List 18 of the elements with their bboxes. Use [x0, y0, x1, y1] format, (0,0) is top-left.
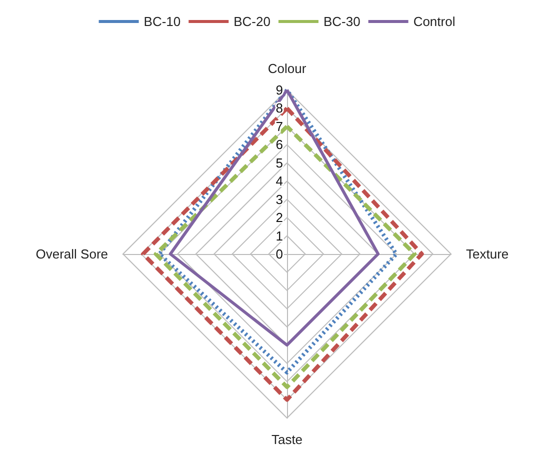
spoke-label: Taste — [271, 432, 303, 447]
y-tick-label: 5 — [276, 155, 283, 170]
y-tick-label: 8 — [276, 100, 283, 116]
y-tick-label: 2 — [276, 210, 283, 226]
y-tick-label: 1 — [276, 228, 283, 244]
legend-label: Control — [413, 14, 456, 29]
y-tick-label: 0 — [276, 246, 283, 262]
legend-label: BC-10 — [144, 14, 181, 29]
y-tick-label: 9 — [276, 82, 283, 98]
spoke-label: Texture — [466, 246, 509, 262]
spoke-label: Overall Sore — [36, 246, 108, 262]
y-tick-label: 7 — [276, 118, 283, 134]
legend-label: BC-30 — [323, 14, 360, 29]
y-tick-label: 6 — [276, 137, 283, 152]
spoke-label: Colour — [268, 61, 307, 76]
y-tick-label: 4 — [276, 174, 283, 189]
legend-label: BC-20 — [234, 14, 270, 29]
y-tick-label: 3 — [276, 192, 283, 207]
